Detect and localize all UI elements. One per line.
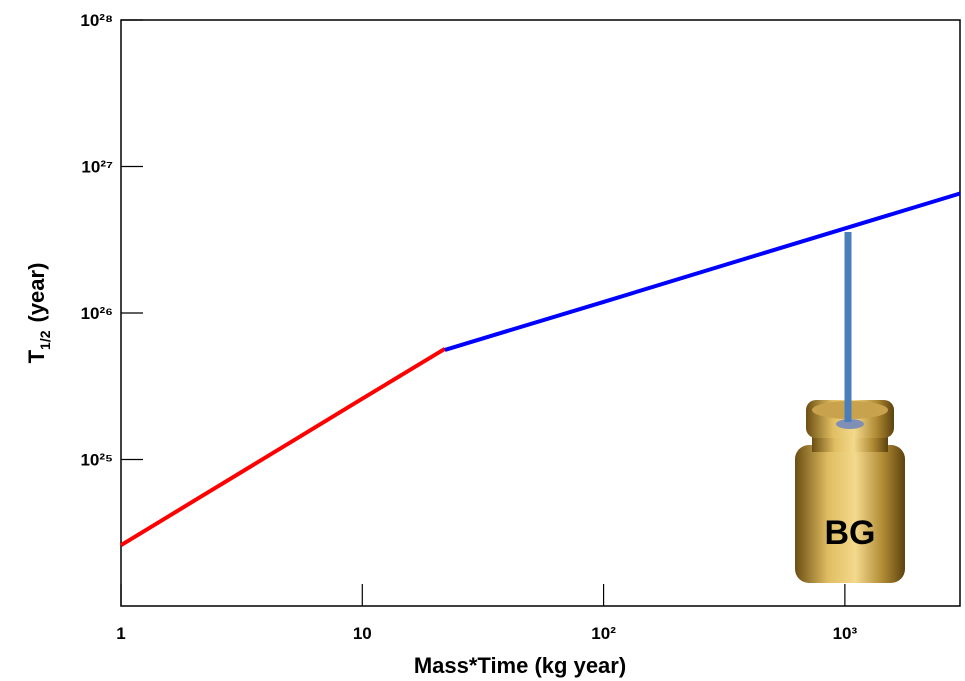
weight-label: BG [825, 514, 876, 552]
y-title-main: T [24, 349, 49, 363]
y-tick-label: 10²⁶ [81, 304, 113, 323]
x-axis-title: Mass*Time (kg year) [414, 653, 626, 678]
weight-illustration: BG [795, 232, 905, 583]
y-axis-title: T1/2 (year) [24, 263, 53, 364]
y-tick-label: 10²⁸ [80, 11, 113, 30]
y-title-sub: 1/2 [37, 330, 53, 350]
x-tick-label: 10 [353, 624, 372, 643]
y-tick-label: 10²⁵ [80, 451, 113, 470]
y-title-unit: (year) [24, 263, 49, 323]
x-tick-label: 10² [591, 624, 616, 643]
y-tick-label: 10²⁷ [81, 158, 113, 177]
weight-hook [836, 419, 864, 429]
data-line [444, 191, 961, 352]
data-line [119, 347, 446, 547]
weight-body [795, 445, 905, 583]
x-tick-label: 10³ [833, 624, 858, 643]
x-tick-label: 1 [116, 624, 125, 643]
